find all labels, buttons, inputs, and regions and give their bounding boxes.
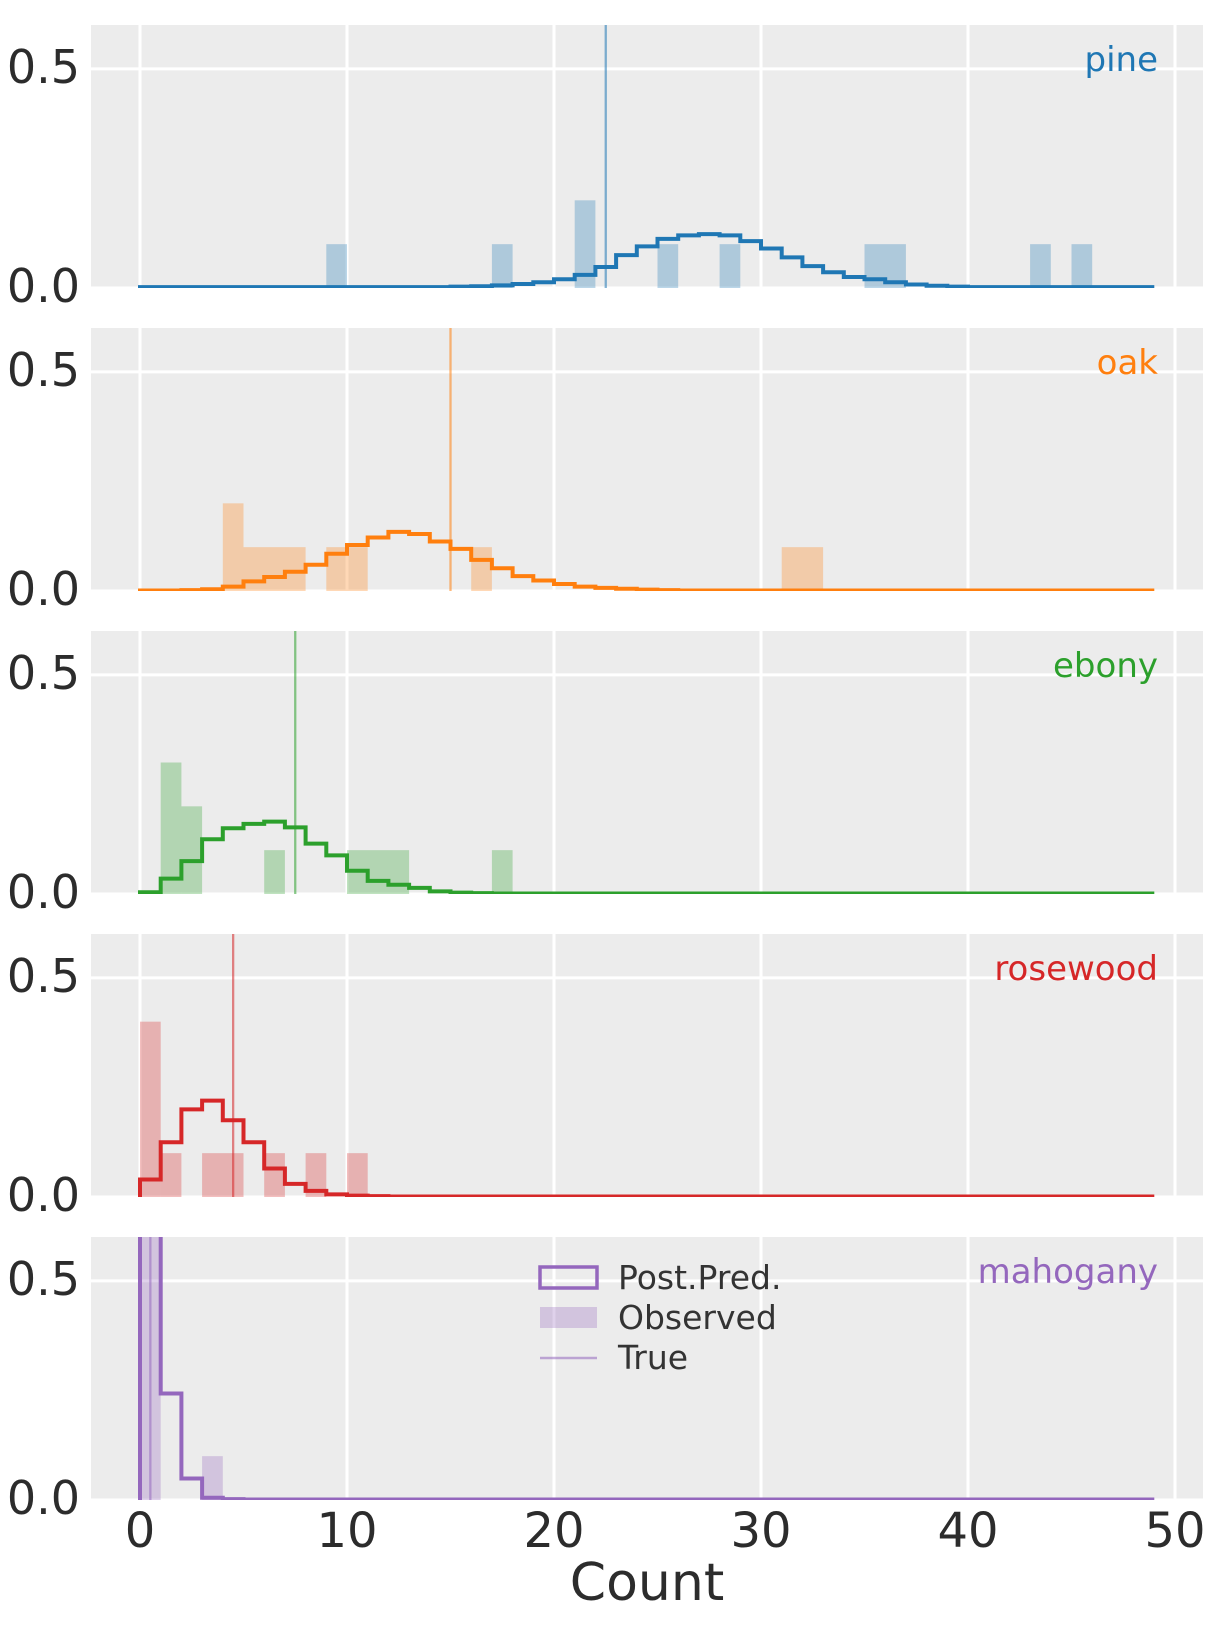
legend-label: Observed [618, 1298, 777, 1337]
post-pred-step-line [138, 529, 1155, 591]
observed-bar [347, 1153, 368, 1197]
y-tick-label: 0.5 [7, 343, 80, 397]
observed-bar [719, 244, 741, 288]
observed-bar [657, 244, 679, 288]
x-tick-label: 50 [1144, 1503, 1205, 1559]
y-tick-label: 0.5 [7, 1252, 80, 1306]
legend-swatch-post-pred [538, 1265, 599, 1290]
observed-bar [202, 1153, 244, 1197]
y-tick-label: 0.5 [7, 40, 80, 94]
post-pred-step-line [138, 1237, 1155, 1500]
panel-label-rosewood: rosewood [994, 949, 1158, 989]
y-tick-label: 0.0 [7, 562, 80, 616]
y-tick-label: 0.0 [7, 865, 80, 919]
observed-bar [574, 200, 596, 288]
observed-bar [781, 547, 824, 591]
panel-label-mahogany: mahogany [978, 1252, 1158, 1292]
x-axis-title: Count [570, 1553, 724, 1613]
x-tick-label: 10 [316, 1503, 377, 1559]
observed-bar [202, 1456, 223, 1500]
panel-rosewood: rosewood 0.5 0.0 [7, 934, 1203, 1222]
observed-bar [264, 1153, 285, 1197]
legend-swatch-observed [540, 1307, 597, 1328]
x-tick-label: 20 [523, 1503, 584, 1559]
observed-bar [140, 1021, 161, 1197]
plot-background [91, 631, 1203, 894]
observed-bar [471, 547, 492, 591]
y-tick-label: 0.5 [7, 646, 80, 700]
panel-pine: pine 0.5 0.0 [7, 25, 1203, 313]
y-tick-label: 0.0 [7, 1471, 80, 1525]
observed-bar [326, 244, 347, 288]
panel-label-pine: pine [1085, 40, 1159, 80]
observed-bar [264, 850, 285, 894]
legend-label: True [617, 1338, 688, 1377]
y-tick-label: 0.5 [7, 949, 80, 1003]
post-pred-step-line [138, 819, 1155, 894]
observed-bar [243, 547, 306, 591]
observed-bar [222, 503, 244, 591]
x-tick-label: 30 [730, 1503, 791, 1559]
observed-bar [160, 762, 182, 894]
observed-bar [160, 1153, 182, 1197]
panel-mahogany: mahogany 0.5 0.0 [7, 1237, 1203, 1525]
x-axis: 0 10 20 30 40 50 Count [125, 1503, 1206, 1613]
observed-bar [491, 850, 513, 894]
panel-label-ebony: ebony [1053, 646, 1158, 686]
observed-bar [1030, 244, 1051, 288]
panel-label-oak: oak [1097, 343, 1159, 383]
observed-bar [491, 244, 513, 288]
panel-oak: oak 0.5 0.0 [7, 328, 1203, 616]
y-tick-label: 0.0 [7, 259, 80, 313]
y-tick-label: 0.0 [7, 1168, 80, 1222]
post-pred-step-line [138, 232, 1155, 288]
post-pred-step-line [138, 1098, 1155, 1197]
observed-bar [305, 1153, 327, 1197]
panel-ebony: ebony 0.5 0.0 [7, 631, 1203, 919]
observed-bar [1071, 244, 1093, 288]
x-tick-label: 0 [125, 1503, 156, 1559]
x-tick-label: 40 [937, 1503, 998, 1559]
legend-label: Post.Pred. [618, 1258, 781, 1297]
observed-bar [181, 806, 203, 894]
